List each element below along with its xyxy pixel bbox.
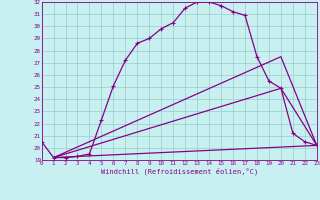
- X-axis label: Windchill (Refroidissement éolien,°C): Windchill (Refroidissement éolien,°C): [100, 167, 258, 175]
